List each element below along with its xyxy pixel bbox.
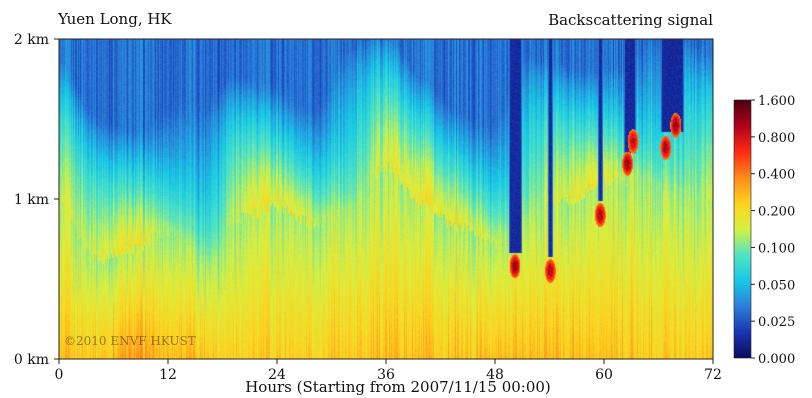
colorbar-label: 0.000 xyxy=(758,352,795,367)
x-axis: 0 12 24 36 48 60 72 xyxy=(55,359,722,383)
x-tick-label: 48 xyxy=(486,367,504,383)
colorbar-labels: 1.600 0.800 0.400 0.200 0.100 0.050 0.025 0.000 xyxy=(751,94,795,367)
plot-area: ©2010 ENVF HKUST xyxy=(58,38,714,360)
x-tick-label: 24 xyxy=(268,367,286,383)
colorbar-label: 1.600 xyxy=(758,94,795,109)
x-tick-label: 72 xyxy=(704,367,722,383)
watermark-text: ©2010 ENVF HKUST xyxy=(64,334,196,348)
colorbar-label: 0.200 xyxy=(758,205,795,220)
x-tick-label: 60 xyxy=(595,367,613,383)
colorbar-label: 0.800 xyxy=(758,131,795,146)
colorbar-label: 0.025 xyxy=(758,315,795,330)
x-tick-label: 0 xyxy=(55,367,64,383)
x-axis-label: Hours (Starting from 2007/11/15 00:00) xyxy=(245,378,551,396)
colorbar: 1.600 0.800 0.400 0.200 0.100 0.050 0.025 0.000 xyxy=(733,94,795,367)
y-tick-label: 1 km xyxy=(14,192,49,208)
colorbar-label: 0.050 xyxy=(758,278,795,293)
x-tick-label: 12 xyxy=(159,367,177,383)
y-tick-label: 0 km xyxy=(14,352,49,368)
colorbar-gradient xyxy=(733,99,752,359)
x-tick-label: 36 xyxy=(377,367,395,383)
heatmap-image-container xyxy=(59,39,713,359)
colorbar-label: 0.100 xyxy=(758,241,795,256)
y-axis: 0 km 1 km 2 km xyxy=(14,32,59,368)
chart-title-signal: Backscattering signal xyxy=(548,11,713,29)
y-tick-label: 2 km xyxy=(14,32,49,48)
chart-title-location: Yuen Long, HK xyxy=(57,10,172,28)
heatmap-canvas xyxy=(59,39,713,359)
colorbar-label: 0.400 xyxy=(758,168,795,183)
